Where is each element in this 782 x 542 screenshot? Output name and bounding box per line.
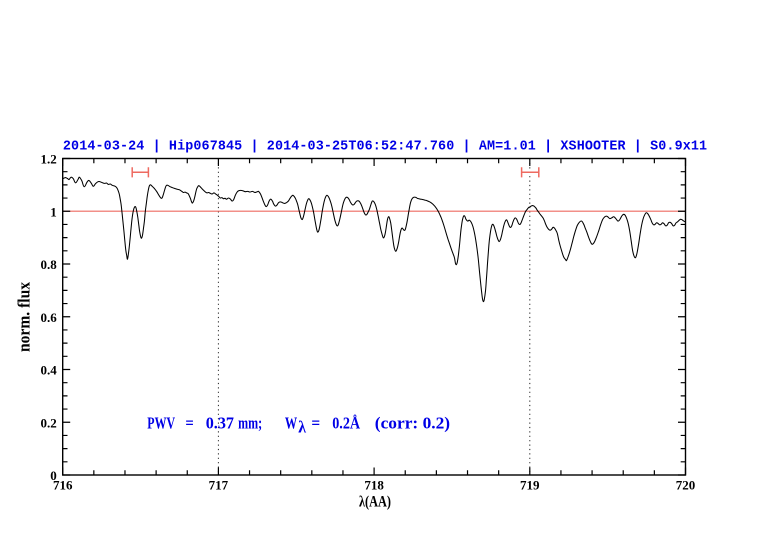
svg-text:719: 719 [520, 477, 540, 492]
svg-text:717: 717 [209, 477, 229, 492]
svg-text:0.37: 0.37 [206, 414, 235, 433]
svg-text:720: 720 [676, 477, 696, 492]
svg-text:=: = [185, 414, 193, 433]
svg-text:2014-03-24 | Hip067845 | 2014-: 2014-03-24 | Hip067845 | 2014-03-25T06:5… [63, 139, 707, 154]
svg-text:0: 0 [50, 468, 57, 483]
svg-text:716: 716 [53, 477, 73, 492]
svg-text:0.8: 0.8 [41, 257, 58, 272]
svg-text:0.6: 0.6 [41, 310, 58, 325]
svg-text:1.2: 1.2 [41, 152, 57, 167]
svg-text:W: W [285, 414, 297, 433]
svg-text:PWV: PWV [147, 414, 175, 433]
svg-text:λ(AA): λ(AA) [359, 494, 391, 511]
svg-text:1: 1 [50, 204, 57, 219]
svg-text:norm. flux: norm. flux [15, 282, 34, 352]
svg-text:718: 718 [364, 477, 384, 492]
svg-text:0.4: 0.4 [41, 363, 58, 378]
svg-text:0.2Å: 0.2Å [332, 414, 361, 433]
svg-text:(corr: 0.2): (corr: 0.2) [375, 414, 450, 433]
svg-text:mm;: mm; [238, 414, 262, 433]
svg-text:0.2: 0.2 [41, 415, 57, 430]
svg-text:=: = [311, 414, 320, 433]
svg-text:λ: λ [298, 417, 306, 436]
